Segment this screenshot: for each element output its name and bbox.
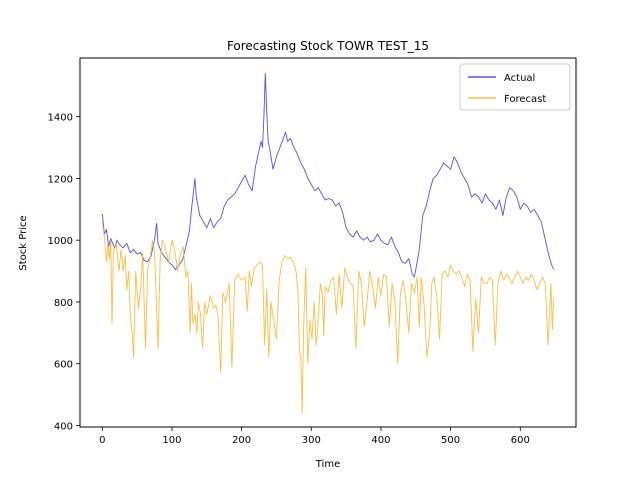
y-axis-label: Stock Price (18, 215, 29, 270)
series-line-actual (101, 72, 555, 278)
x-tick-label: 300 (302, 435, 321, 446)
legend-label-forecast: Forecast (504, 94, 546, 105)
x-tick-label: 600 (511, 435, 530, 446)
x-tick-label: 100 (162, 435, 181, 446)
x-axis-label: Time (315, 459, 340, 470)
y-tick-label: 800 (54, 298, 73, 309)
legend-label-actual: Actual (504, 73, 535, 84)
y-tick-label: 400 (54, 421, 73, 432)
series-line-forecast (101, 221, 555, 414)
chart-title: Forecasting Stock TOWR TEST_15 (227, 39, 429, 53)
plot-frame (79, 57, 577, 428)
y-tick-label: 1000 (48, 236, 73, 247)
y-axis: 400 600 800 1000 1200 1400 (48, 113, 80, 432)
series-layer (101, 72, 555, 414)
x-tick-label: 500 (441, 435, 460, 446)
y-tick-label: 1400 (48, 113, 73, 124)
x-tick-label: 200 (232, 435, 251, 446)
y-tick-label: 1200 (48, 174, 73, 185)
x-tick-label: 400 (371, 435, 390, 446)
x-axis: 0 100 200 300 400 500 600 (99, 427, 530, 446)
x-tick-label: 0 (99, 435, 105, 446)
y-tick-label: 600 (54, 360, 73, 371)
legend: Actual Forecast (459, 63, 571, 111)
